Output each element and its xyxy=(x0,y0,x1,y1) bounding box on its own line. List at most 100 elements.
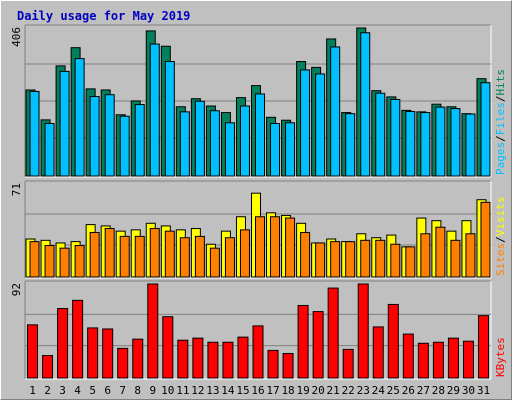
bar-kbytes-day-21 xyxy=(327,287,339,379)
bar-kbytes-day-25 xyxy=(387,303,399,379)
x-tick-label-day-8: 8 xyxy=(134,384,141,397)
bar-files-day-7 xyxy=(119,115,130,177)
bar-kbytes-day-17 xyxy=(267,349,279,379)
legend-top: Pages/Files/Hits xyxy=(494,69,507,175)
x-tick-label-day-6: 6 xyxy=(104,384,111,397)
x-tick-label-day-26: 26 xyxy=(402,384,415,397)
bar-sites-day-30 xyxy=(465,233,476,278)
x-axis-labels: 1 2 3 4 5 6 7 8 9 10 11 12 13 14 15 16 17 18 19 20 21 22 23 24 2… xyxy=(29,384,490,397)
bar-files-day-6 xyxy=(104,94,115,177)
legend-item-Visits: Visits xyxy=(494,197,507,237)
bar-sites-day-16 xyxy=(255,216,265,278)
x-tick-label-day-15: 15 xyxy=(236,384,249,397)
bar-kbytes-day-28 xyxy=(432,341,444,379)
bar-files-day-1 xyxy=(29,90,40,177)
chart-panels: 406Pages/Files/Hits71Sites/Visits92KByte… xyxy=(10,24,507,380)
bar-kbytes-day-30 xyxy=(462,340,474,379)
x-tick-label-day-22: 22 xyxy=(342,384,355,397)
bar-sites-day-27 xyxy=(420,233,431,278)
bar-kbytes-day-23 xyxy=(357,283,369,379)
panel-middle: 71 Sites/Visits xyxy=(10,180,507,279)
bar-sites-day-25 xyxy=(390,243,401,278)
bar-sites-day-18 xyxy=(285,217,296,278)
y-max-label-middle: 71 xyxy=(10,183,23,196)
bar-sites-day-6 xyxy=(104,228,115,278)
bar-kbytes-day-8 xyxy=(132,338,144,379)
bar-sites-day-28 xyxy=(435,226,446,278)
bar-kbytes-day-12 xyxy=(192,337,204,379)
bar-files-day-29 xyxy=(450,108,461,177)
x-tick-label-day-1: 1 xyxy=(29,384,36,397)
bar-sites-day-15 xyxy=(239,229,250,278)
bar-files-day-27 xyxy=(420,112,431,177)
bar-sites-day-1 xyxy=(29,241,40,278)
x-tick-label-day-17: 17 xyxy=(266,384,279,397)
bar-kbytes-day-26 xyxy=(402,333,414,379)
bar-kbytes-day-20 xyxy=(312,311,324,379)
bar-files-day-19 xyxy=(300,69,311,177)
bar-sites-day-23 xyxy=(360,239,371,278)
bar-kbytes-day-2 xyxy=(42,355,54,379)
bar-kbytes-day-19 xyxy=(297,304,309,379)
bar-files-day-18 xyxy=(285,122,296,177)
bar-files-day-25 xyxy=(390,98,401,177)
x-tick-label-day-29: 29 xyxy=(447,384,460,397)
bar-files-day-3 xyxy=(59,70,70,177)
bar-kbytes-day-1 xyxy=(27,324,39,379)
bar-kbytes-day-9 xyxy=(147,283,159,379)
bar-files-day-17 xyxy=(270,123,281,177)
bar-sites-day-31 xyxy=(480,201,491,278)
x-tick-label-day-2: 2 xyxy=(44,384,51,397)
legend-item-sep: / xyxy=(494,236,507,243)
bar-kbytes-day-5 xyxy=(87,327,99,379)
x-tick-label-day-5: 5 xyxy=(89,384,96,397)
bar-files-day-14 xyxy=(224,122,235,177)
x-tick-label-day-16: 16 xyxy=(251,384,264,397)
bar-sites-day-9 xyxy=(149,228,160,278)
bar-files-day-31 xyxy=(480,82,491,177)
bar-sites-day-24 xyxy=(375,239,386,278)
x-tick-label-day-10: 10 xyxy=(161,384,174,397)
bar-files-day-12 xyxy=(194,100,205,177)
bar-sites-day-5 xyxy=(89,231,100,278)
x-tick-label-day-23: 23 xyxy=(357,384,370,397)
chart-title: Daily usage for May 2019 xyxy=(17,9,190,23)
x-tick-label-day-21: 21 xyxy=(327,384,340,397)
bar-files-day-22 xyxy=(345,113,356,177)
legend-item-Sites: Sites xyxy=(494,243,507,276)
bar-sites-day-13 xyxy=(209,247,220,278)
x-tick-label-day-14: 14 xyxy=(221,384,235,397)
bar-sites-day-2 xyxy=(44,245,55,278)
bar-files-day-4 xyxy=(74,58,85,177)
bar-files-day-8 xyxy=(134,104,145,177)
bar-sites-day-7 xyxy=(119,235,130,278)
bar-kbytes-day-13 xyxy=(207,341,219,379)
x-tick-label-day-11: 11 xyxy=(176,384,189,397)
bar-sites-day-21 xyxy=(330,241,341,278)
bar-kbytes-day-4 xyxy=(72,299,84,379)
bar-files-day-16 xyxy=(255,93,265,177)
bar-sites-day-26 xyxy=(405,246,416,278)
bar-kbytes-day-24 xyxy=(372,326,384,379)
legend-item-Pages: Pages xyxy=(494,142,507,175)
bar-files-day-13 xyxy=(209,110,220,177)
bar-files-day-24 xyxy=(375,92,386,177)
bar-kbytes-day-22 xyxy=(342,348,354,379)
x-tick-label-day-3: 3 xyxy=(59,384,66,397)
bar-files-day-23 xyxy=(360,32,371,177)
bar-kbytes-day-16 xyxy=(252,325,264,379)
x-tick-label-day-12: 12 xyxy=(191,384,204,397)
bar-kbytes-day-27 xyxy=(417,342,429,379)
bar-kbytes-day-31 xyxy=(477,315,489,379)
x-tick-label-day-13: 13 xyxy=(206,384,219,397)
legend-item-sep: / xyxy=(494,96,507,103)
bar-sites-day-22 xyxy=(345,241,356,278)
x-tick-label-day-25: 25 xyxy=(387,384,400,397)
bar-files-day-2 xyxy=(44,123,55,177)
x-tick-label-day-28: 28 xyxy=(432,384,445,397)
bar-files-day-30 xyxy=(465,113,476,177)
bar-kbytes-day-18 xyxy=(282,352,294,379)
